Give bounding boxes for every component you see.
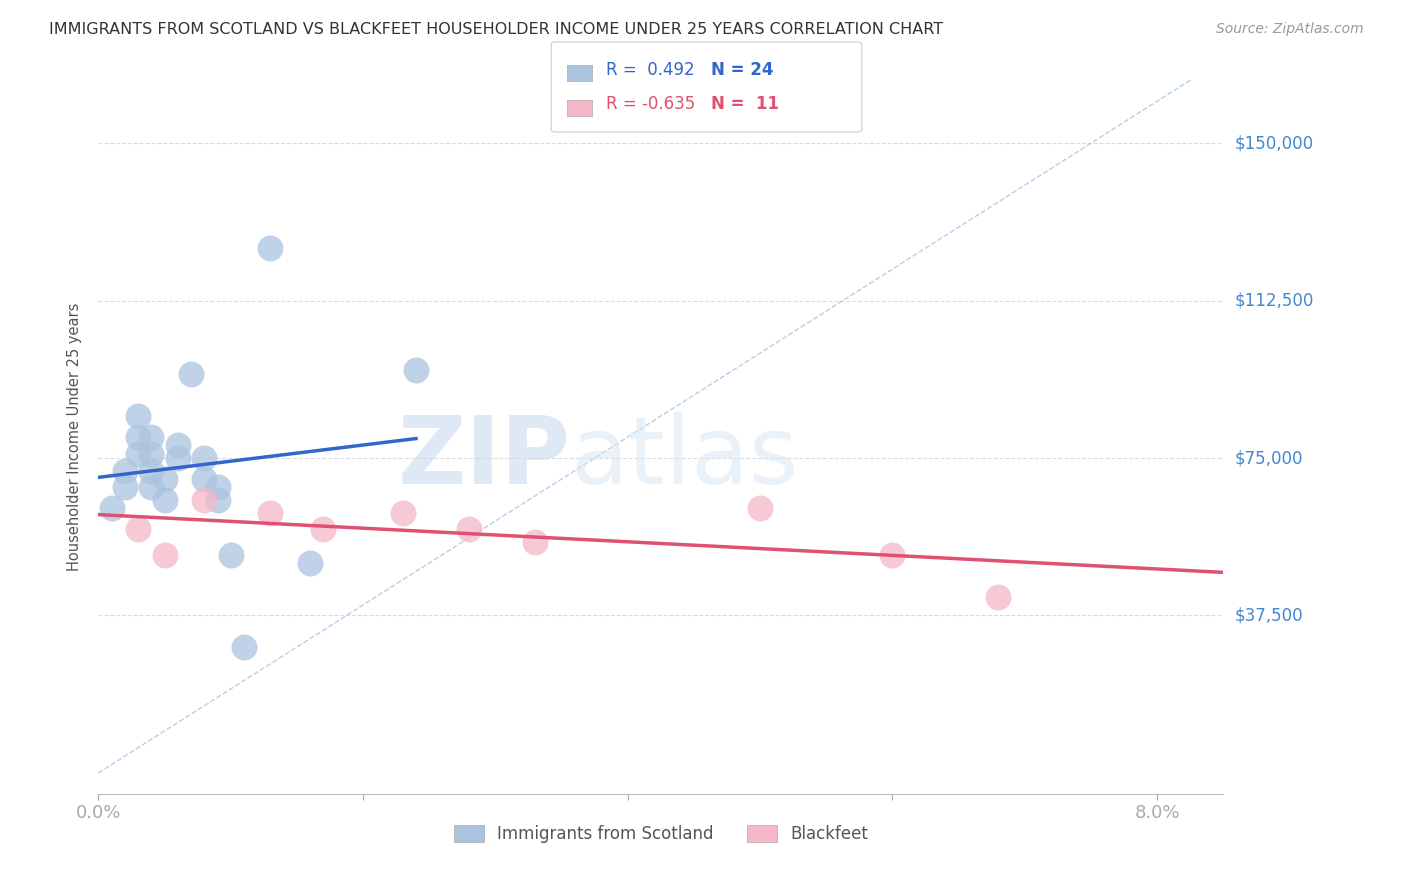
Point — [141, 447, 163, 461]
Text: R = -0.635: R = -0.635 — [606, 95, 695, 113]
Point — [114, 464, 136, 478]
Text: N =  11: N = 11 — [711, 95, 779, 113]
Point — [299, 556, 322, 570]
Point — [153, 472, 176, 486]
Point — [127, 447, 149, 461]
Point — [153, 493, 176, 508]
Text: Source: ZipAtlas.com: Source: ZipAtlas.com — [1216, 22, 1364, 37]
Point — [166, 438, 188, 452]
Text: atlas: atlas — [571, 412, 799, 505]
Point — [391, 506, 413, 520]
Point — [141, 464, 163, 478]
Text: $37,500: $37,500 — [1234, 607, 1303, 624]
Text: N = 24: N = 24 — [711, 61, 773, 78]
Point — [458, 523, 481, 537]
Point — [180, 367, 202, 381]
Point — [207, 493, 229, 508]
Point — [166, 451, 188, 466]
Point — [127, 430, 149, 444]
Text: $112,500: $112,500 — [1234, 292, 1313, 310]
Point — [193, 451, 215, 466]
Y-axis label: Householder Income Under 25 years: Householder Income Under 25 years — [67, 303, 83, 571]
Point — [259, 241, 281, 255]
Point — [114, 480, 136, 494]
Text: $75,000: $75,000 — [1234, 449, 1303, 467]
Point — [193, 472, 215, 486]
Text: R =  0.492: R = 0.492 — [606, 61, 695, 78]
Point — [524, 535, 547, 549]
Point — [100, 501, 122, 516]
Point — [259, 506, 281, 520]
Point — [207, 480, 229, 494]
Point — [312, 523, 335, 537]
Point — [882, 548, 904, 562]
Point — [219, 548, 242, 562]
Point — [127, 523, 149, 537]
Text: IMMIGRANTS FROM SCOTLAND VS BLACKFEET HOUSEHOLDER INCOME UNDER 25 YEARS CORRELAT: IMMIGRANTS FROM SCOTLAND VS BLACKFEET HO… — [49, 22, 943, 37]
Text: ZIP: ZIP — [398, 412, 571, 505]
Point — [193, 493, 215, 508]
Point — [233, 640, 256, 654]
Point — [987, 590, 1010, 604]
Point — [405, 363, 427, 377]
Point — [153, 548, 176, 562]
Point — [141, 430, 163, 444]
Point — [127, 409, 149, 423]
Text: $150,000: $150,000 — [1234, 134, 1313, 153]
Point — [749, 501, 772, 516]
Point — [141, 480, 163, 494]
Legend: Immigrants from Scotland, Blackfeet: Immigrants from Scotland, Blackfeet — [447, 818, 875, 850]
